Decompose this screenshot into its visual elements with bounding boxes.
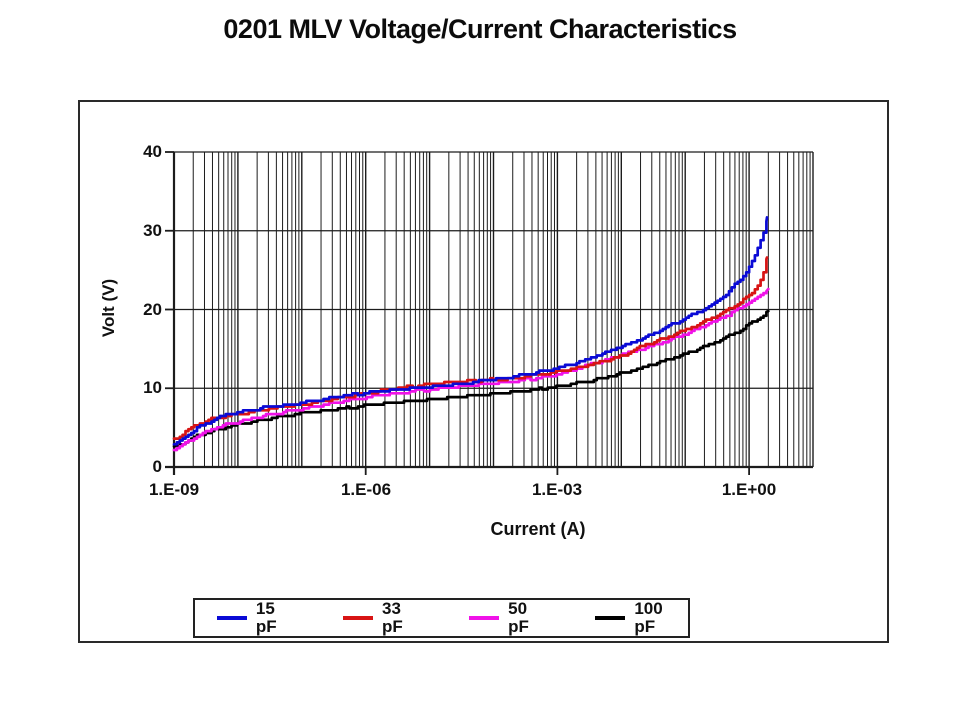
- y-tick-label-40: 40: [143, 142, 162, 161]
- legend-line-50pf-icon: [469, 616, 500, 620]
- x-tick-label-1e+00: 1.E+00: [721, 480, 777, 499]
- y-tick-label-20: 20: [143, 300, 162, 319]
- legend-item-50pf: 50 pF: [469, 600, 552, 636]
- plot-area: [165, 151, 814, 475]
- x-tick-label-1e-03: 1.E-03: [531, 480, 583, 499]
- legend-label-33pf: 33 pF: [382, 599, 403, 636]
- x-axis-title: Current (A): [490, 519, 586, 539]
- y-tick-label-30: 30: [143, 221, 162, 240]
- legend-label-50pf: 50 pF: [508, 599, 529, 636]
- y-tick-label-0: 0: [152, 457, 162, 476]
- chart-frame: Volt (V) Current (A) 0 10 20 30 40 1.E-0…: [78, 100, 889, 643]
- legend: 15 pF 33 pF 50 pF 100 pF: [193, 598, 690, 638]
- x-tick-label-1e-06: 1.E-06: [340, 480, 392, 499]
- legend-item-15pf: 15 pF: [217, 600, 300, 636]
- legend-line-15pf-icon: [217, 616, 247, 620]
- legend-label-15pf: 15 pF: [255, 599, 277, 636]
- chart-title: 0201 MLV Voltage/Current Characteristics: [223, 14, 737, 44]
- legend-label-100pf: 100 pF: [634, 599, 663, 636]
- legend-line-33pf-icon: [343, 616, 374, 620]
- legend-item-33pf: 33 pF: [343, 600, 426, 636]
- legend-item-100pf: 100 pF: [595, 600, 688, 636]
- legend-line-100pf-icon: [595, 616, 626, 620]
- y-tick-label-10: 10: [143, 378, 162, 397]
- x-tick-label-1e-09: 1.E-09: [148, 480, 200, 499]
